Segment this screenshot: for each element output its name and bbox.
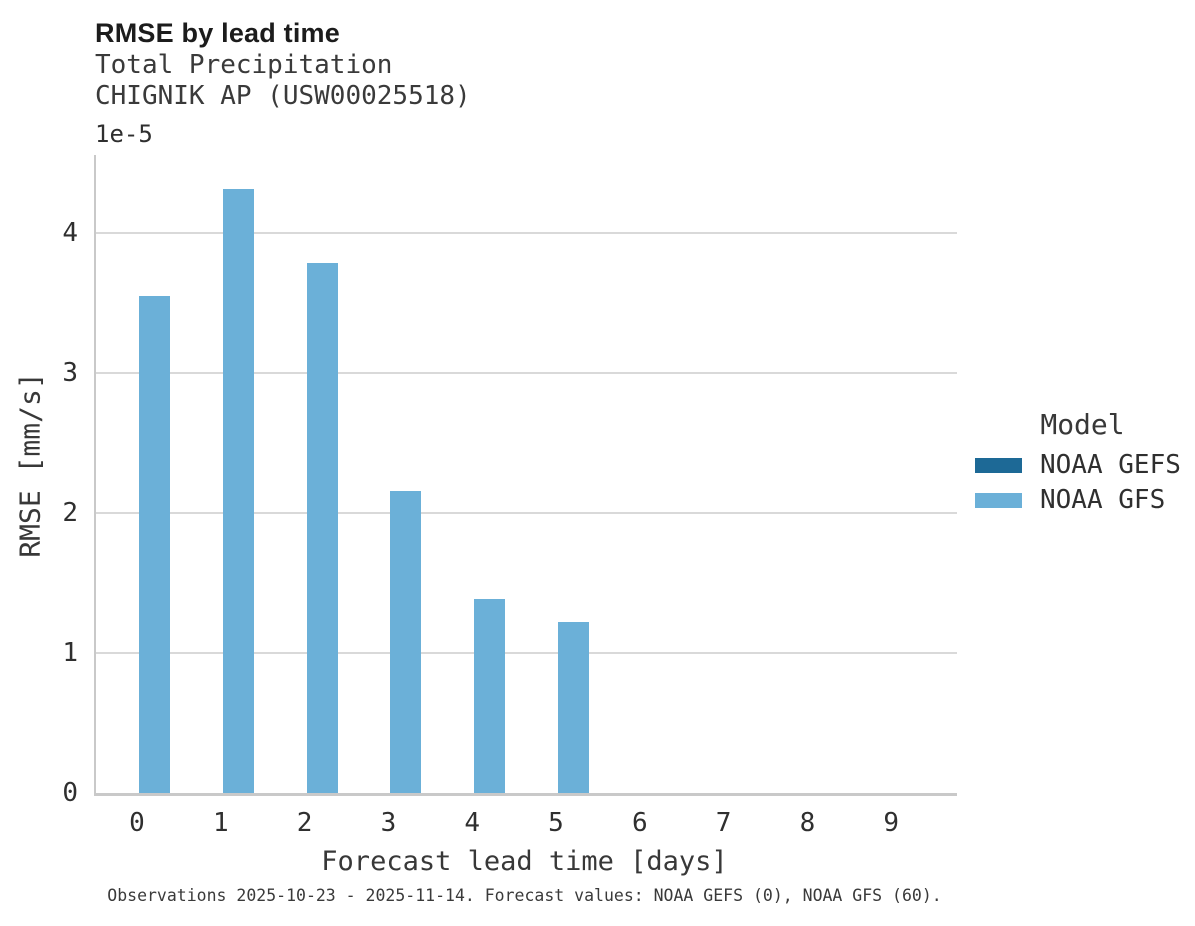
chart-subtitle: Total Precipitation CHIGNIK AP (USW000255… [95,50,471,112]
gridline-y-3 [96,372,957,375]
x-tick-label-2: 2 [296,808,313,838]
x-axis-label: Forecast lead time [days] [321,846,728,877]
bar-noaa-gfs-lead-0 [139,296,170,793]
x-tick-label-8: 8 [799,808,816,838]
legend-swatch-icon [975,492,1022,508]
subtitle-line-2: CHIGNIK AP (USW00025518) [95,81,471,111]
chart-title: RMSE by lead time [95,18,340,48]
bar-noaa-gfs-lead-1 [222,188,254,793]
bar-noaa-gfs-lead-3 [390,490,422,793]
x-tick-label-9: 9 [883,808,900,838]
y-tick-label-0: 0 [62,778,78,808]
subtitle-line-1: Total Precipitation [95,50,393,80]
y-tick-label-3: 3 [62,358,78,389]
x-tick-label-7: 7 [715,808,732,838]
legend-swatch-icon [975,457,1022,473]
y-tick-label-4: 4 [62,218,78,249]
x-tick-label-1: 1 [212,808,229,838]
legend-label: NOAA GFS [1040,485,1166,515]
legend-label: NOAA GEFS [1040,450,1181,480]
plot-area [94,155,957,796]
legend-title: Model [1040,408,1125,441]
gridline-y-4 [96,232,957,235]
y-tick-label-1: 1 [62,638,78,669]
legend-item: NOAA GEFS [975,450,1190,480]
bar-noaa-gfs-lead-4 [474,598,506,793]
legend: Model NOAA GEFS NOAA GFS [975,408,1190,521]
gridline-y-1 [96,652,957,655]
caption-text: Observations 2025-10-23 - 2025-11-14. Fo… [107,886,942,905]
y-tick-label-2: 2 [62,498,78,529]
x-tick-label-0: 0 [129,808,145,838]
gridline-y-2 [96,512,957,515]
x-tick-label-4: 4 [464,808,481,838]
bar-noaa-gfs-lead-2 [306,262,338,793]
legend-item: NOAA GFS [975,485,1190,515]
y-axis-scale-offset: 1e-5 [95,120,153,148]
x-tick-label-5: 5 [548,808,564,838]
bar-noaa-gfs-lead-5 [558,622,589,793]
x-tick-label-6: 6 [631,808,648,838]
x-tick-label-3: 3 [380,808,397,838]
